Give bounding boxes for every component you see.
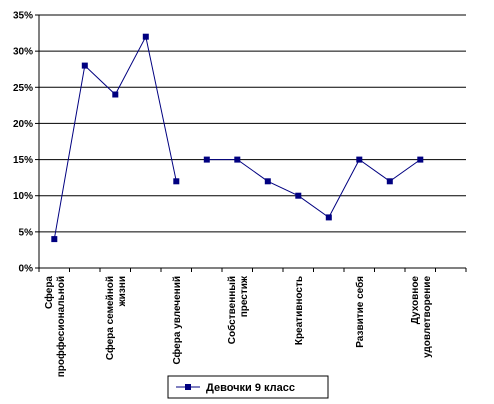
y-tick-label: 30% bbox=[13, 47, 33, 58]
x-category-label: Сфера увлечений bbox=[171, 276, 183, 365]
legend-label: Девочки 9 класс bbox=[206, 382, 295, 394]
legend-marker-swatch bbox=[185, 384, 191, 390]
data-point-marker bbox=[325, 214, 332, 221]
legend: Девочки 9 класс bbox=[167, 375, 329, 399]
data-point-marker bbox=[203, 156, 210, 163]
x-category-label: Сферапроффесиональной bbox=[43, 276, 67, 378]
data-point-marker bbox=[264, 178, 271, 185]
data-point-marker bbox=[81, 62, 88, 69]
y-axis-tick-labels: 0% 5% 10% 15% 20% 25% 30% 35% bbox=[13, 11, 33, 275]
series-line bbox=[206, 158, 421, 219]
data-point-marker bbox=[386, 178, 393, 185]
y-tick-label: 20% bbox=[13, 119, 33, 130]
x-category-label-line: проффесиональной bbox=[55, 276, 67, 377]
x-category-label-line: жизни bbox=[117, 276, 128, 307]
x-axis-category-labels: Сферапроффесиональной Сфера семейнойжизни… bbox=[43, 275, 433, 377]
data-point-marker bbox=[417, 156, 424, 163]
x-category-label: Сфера семейнойжизни bbox=[104, 276, 128, 360]
y-tick-label: 25% bbox=[13, 83, 33, 94]
y-tick-label: 35% bbox=[13, 11, 33, 22]
x-category-label-line: Сфера семейной bbox=[104, 276, 116, 360]
legend-box bbox=[167, 375, 329, 399]
x-category-label: Собственныйпрестиж bbox=[226, 275, 250, 344]
data-point-marker bbox=[51, 236, 58, 243]
x-category-label-line: Собственный bbox=[226, 276, 238, 344]
x-category-label: Развитие себя bbox=[354, 276, 366, 348]
y-tick-label: 15% bbox=[13, 155, 33, 166]
data-point-marker bbox=[173, 178, 180, 185]
x-category-label-line: Духовное bbox=[410, 276, 421, 325]
x-category-label-line: Сфера bbox=[43, 276, 55, 309]
series-line bbox=[53, 35, 177, 240]
y-tick-label: 5% bbox=[19, 227, 34, 238]
data-point-marker bbox=[234, 156, 241, 163]
data-point-marker bbox=[142, 33, 149, 40]
y-tick-label: 10% bbox=[13, 191, 33, 202]
data-series bbox=[51, 33, 424, 243]
x-category-label: Креативность bbox=[294, 276, 305, 345]
x-category-label-line: Сфера увлечений bbox=[171, 276, 183, 365]
x-category-label-line: Креативность bbox=[294, 276, 305, 345]
data-point-marker bbox=[112, 91, 119, 98]
x-category-label-line: престиж bbox=[239, 275, 250, 317]
x-category-label-line: Развитие себя bbox=[354, 276, 366, 348]
data-point-marker bbox=[295, 192, 302, 199]
y-tick-label: 0% bbox=[19, 264, 34, 275]
axes bbox=[35, 14, 467, 272]
x-category-label-line: удовлетворение bbox=[422, 276, 433, 358]
gridlines bbox=[39, 14, 466, 233]
data-point-marker bbox=[356, 156, 363, 163]
x-category-label: Духовноеудовлетворение bbox=[410, 276, 433, 358]
